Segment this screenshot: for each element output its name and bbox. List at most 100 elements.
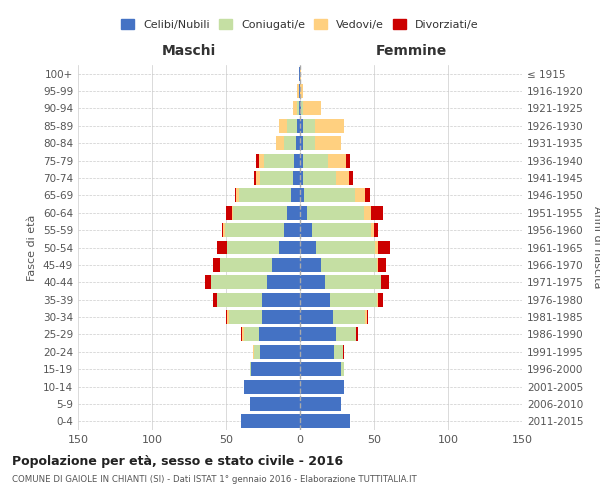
Bar xyxy=(296,136,300,150)
Bar xyxy=(300,240,316,254)
Bar xyxy=(365,310,367,324)
Bar xyxy=(343,345,344,358)
Bar xyxy=(241,414,300,428)
Bar xyxy=(241,328,242,342)
Bar xyxy=(300,345,334,358)
Bar xyxy=(315,119,344,133)
Text: Maschi: Maschi xyxy=(162,44,216,58)
Bar xyxy=(307,206,364,220)
Bar xyxy=(303,136,315,150)
Bar xyxy=(300,223,312,237)
Bar xyxy=(300,84,303,98)
Bar xyxy=(227,240,279,254)
Bar xyxy=(312,223,371,237)
Bar xyxy=(335,171,349,185)
Bar xyxy=(259,328,300,342)
Bar xyxy=(374,223,379,237)
Bar xyxy=(300,102,301,116)
Bar xyxy=(371,206,383,220)
Bar xyxy=(212,258,220,272)
Bar xyxy=(299,84,300,98)
Bar xyxy=(367,310,368,324)
Bar xyxy=(244,380,300,394)
Bar xyxy=(232,206,233,220)
Bar xyxy=(300,258,321,272)
Bar xyxy=(254,171,256,185)
Bar xyxy=(227,310,229,324)
Bar xyxy=(284,223,300,237)
Bar xyxy=(334,345,343,358)
Bar xyxy=(300,136,303,150)
Bar xyxy=(260,345,300,358)
Bar xyxy=(300,188,304,202)
Bar xyxy=(300,328,335,342)
Bar xyxy=(279,119,287,133)
Bar xyxy=(379,240,390,254)
Bar xyxy=(300,154,303,168)
Bar xyxy=(349,171,353,185)
Bar xyxy=(297,84,299,98)
Legend: Celibi/Nubili, Coniugati/e, Vedovi/e, Divorziati/e: Celibi/Nubili, Coniugati/e, Vedovi/e, Di… xyxy=(121,20,479,30)
Bar xyxy=(364,206,371,220)
Bar xyxy=(303,171,335,185)
Bar xyxy=(300,276,325,289)
Bar xyxy=(300,397,341,411)
Bar xyxy=(250,397,300,411)
Bar xyxy=(287,206,300,220)
Bar xyxy=(242,328,244,342)
Bar xyxy=(224,223,284,237)
Bar xyxy=(300,362,341,376)
Bar xyxy=(236,188,239,202)
Bar xyxy=(365,188,370,202)
Bar xyxy=(226,206,232,220)
Bar xyxy=(341,362,344,376)
Text: Popolazione per età, sesso e stato civile - 2016: Popolazione per età, sesso e stato civil… xyxy=(12,455,343,468)
Bar xyxy=(315,136,341,150)
Bar xyxy=(279,240,300,254)
Bar xyxy=(300,171,303,185)
Bar xyxy=(346,154,350,168)
Text: Femmine: Femmine xyxy=(376,44,446,58)
Bar xyxy=(297,119,300,133)
Bar xyxy=(316,240,376,254)
Text: COMUNE DI GAIOLE IN CHIANTI (SI) - Dati ISTAT 1° gennaio 2016 - Elaborazione TUT: COMUNE DI GAIOLE IN CHIANTI (SI) - Dati … xyxy=(12,475,417,484)
Bar xyxy=(272,258,300,272)
Bar xyxy=(233,206,287,220)
Bar xyxy=(382,276,389,289)
Bar xyxy=(303,102,321,116)
Bar xyxy=(212,292,217,306)
Bar xyxy=(377,258,379,272)
Bar xyxy=(262,310,300,324)
Bar xyxy=(293,171,300,185)
Bar xyxy=(300,292,329,306)
Bar xyxy=(299,102,300,116)
Bar xyxy=(379,292,383,306)
Y-axis label: Fasce di età: Fasce di età xyxy=(28,214,37,280)
Bar xyxy=(300,310,332,324)
Bar xyxy=(268,276,300,289)
Bar xyxy=(325,276,382,289)
Bar xyxy=(300,206,307,220)
Bar xyxy=(329,292,377,306)
Bar xyxy=(217,292,262,306)
Bar xyxy=(220,258,272,272)
Bar xyxy=(328,154,346,168)
Bar xyxy=(304,188,355,202)
Bar xyxy=(256,171,260,185)
Bar xyxy=(260,171,293,185)
Bar xyxy=(253,345,254,358)
Bar xyxy=(239,188,291,202)
Bar xyxy=(229,310,262,324)
Bar xyxy=(226,310,227,324)
Bar xyxy=(300,66,301,80)
Bar xyxy=(297,102,299,116)
Bar xyxy=(277,136,284,150)
Bar xyxy=(262,292,300,306)
Bar xyxy=(211,276,268,289)
Bar xyxy=(254,345,260,358)
Bar xyxy=(244,328,259,342)
Bar xyxy=(205,276,211,289)
Bar xyxy=(321,258,377,272)
Bar xyxy=(332,310,365,324)
Bar xyxy=(265,154,294,168)
